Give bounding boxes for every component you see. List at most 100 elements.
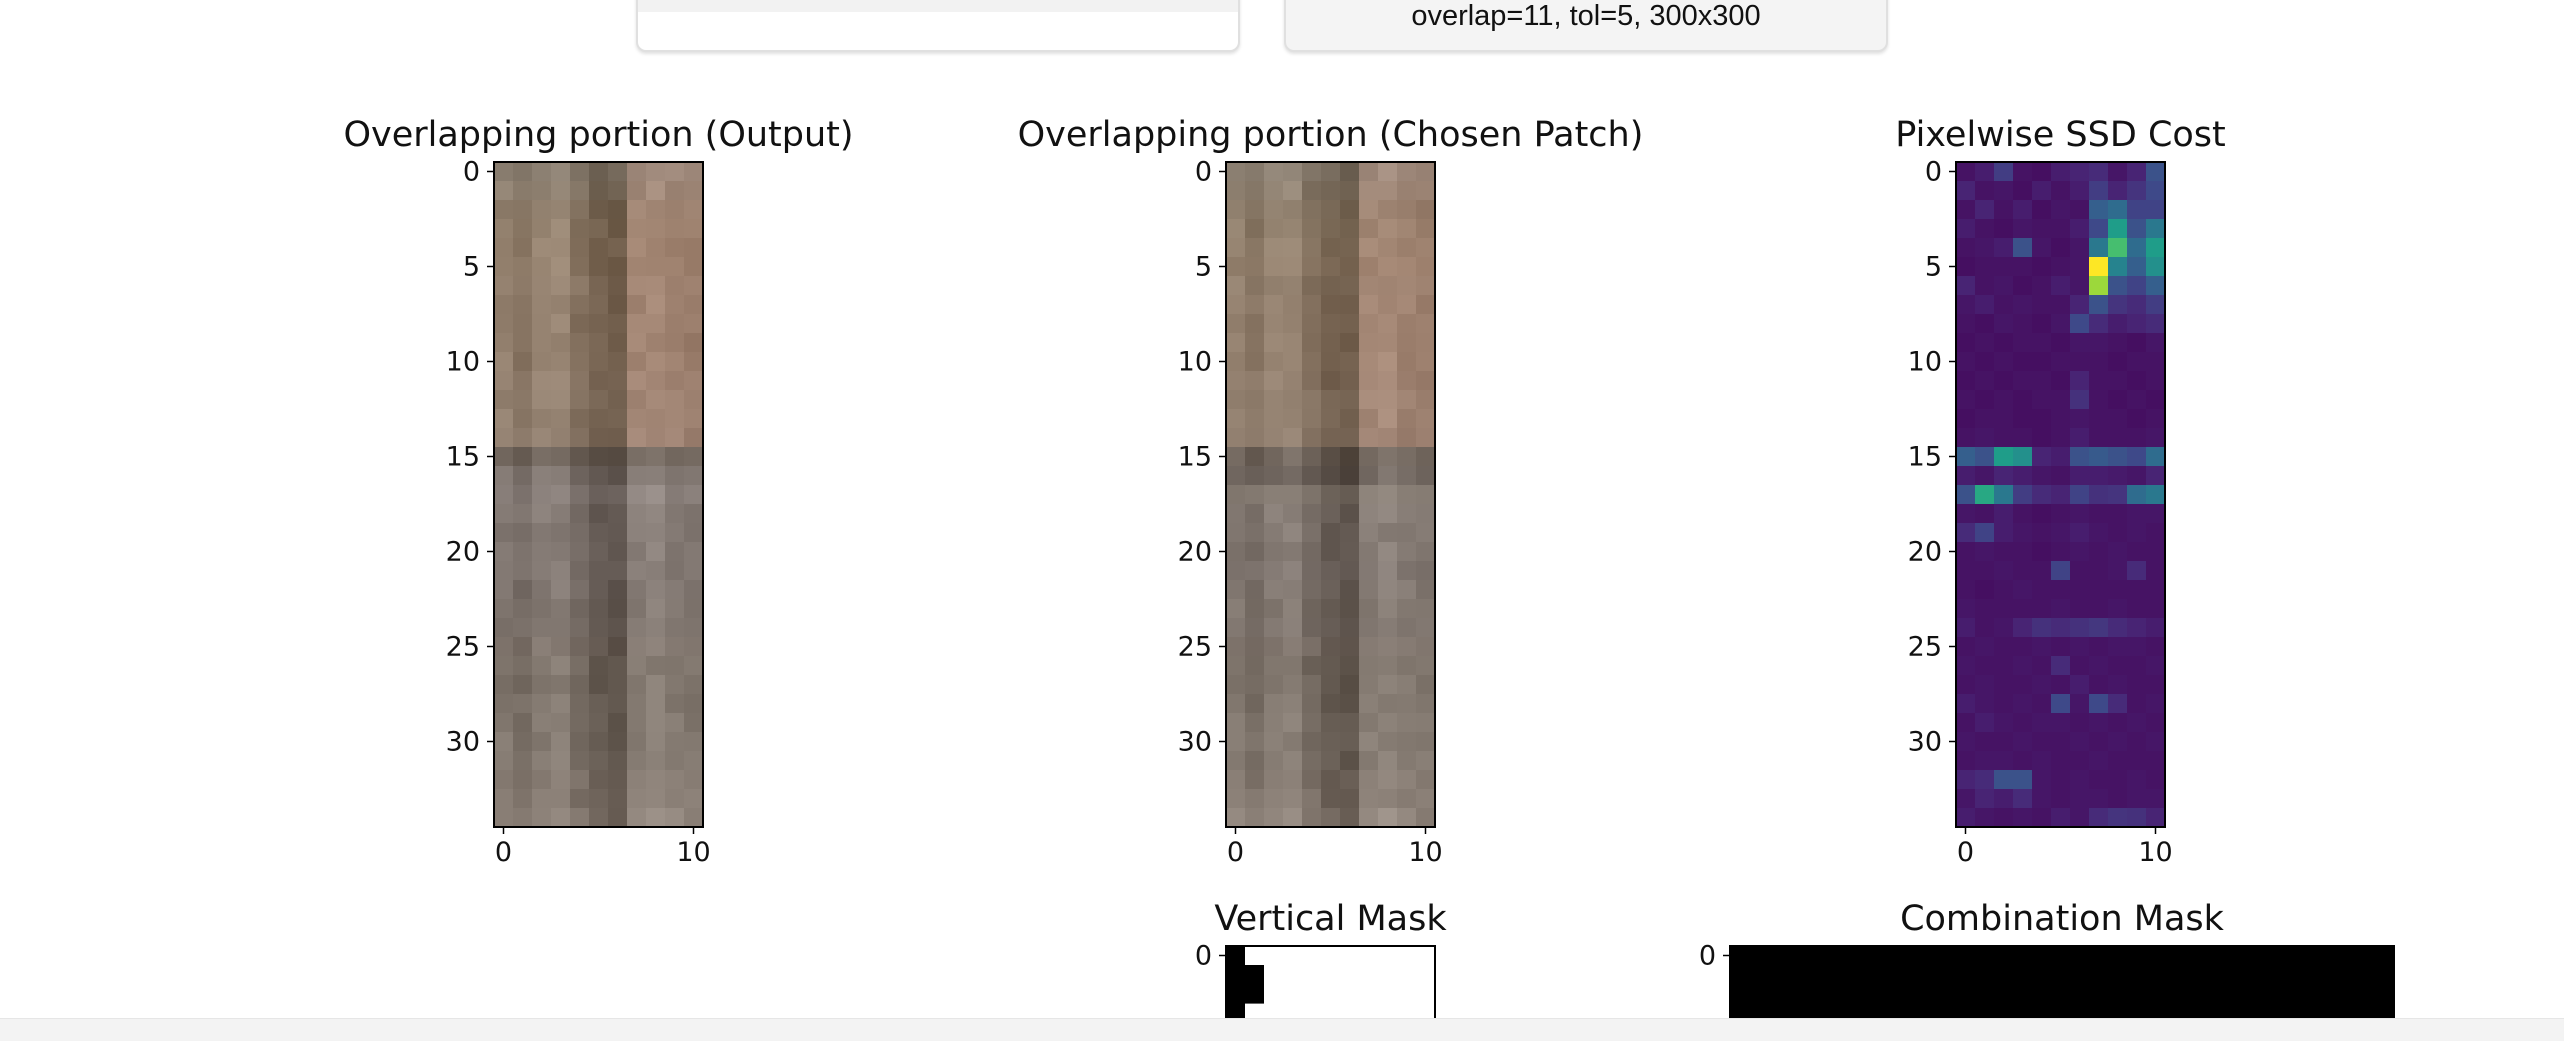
heatmap-cell [646,352,666,372]
heatmap-cell [1302,770,1322,790]
heatmap-cell [1245,200,1265,220]
mask-cell [1226,1003,1245,1023]
heatmap-cell [1321,333,1341,353]
heatmap-cell [1416,675,1436,695]
heatmap-cell [646,580,666,600]
heatmap-cell [1226,599,1246,619]
heatmap-cell [2127,561,2147,581]
heatmap-cell [627,618,647,638]
heatmap-cell [2051,751,2071,771]
heatmap-cell [1245,390,1265,410]
heatmap-cell [2127,542,2147,562]
heatmap-cell [2127,808,2147,828]
heatmap-cell [1994,181,2014,201]
heatmap-cell [1302,314,1322,334]
x-tick-label: 10 [1408,837,1442,868]
heatmap-panel: Overlapping portion (Output)051015202530… [343,115,853,868]
heatmap-cell [684,333,704,353]
heatmap-cell [570,542,590,562]
heatmap-cell [2089,618,2109,638]
heatmap-cell [627,257,647,277]
heatmap-cell [1302,732,1322,752]
heatmap-cell [1975,751,1995,771]
heatmap-cell [1264,542,1284,562]
heatmap-cell [2089,808,2109,828]
heatmap-cell [2051,295,2071,315]
heatmap-cell [665,732,685,752]
heatmap-cell [494,656,514,676]
heatmap-cell [1397,732,1417,752]
heatmap-cell [494,466,514,486]
heatmap-cell [665,295,685,315]
heatmap-cell [1340,466,1360,486]
heatmap-cell [1378,257,1398,277]
heatmap-cell [2032,238,2052,258]
y-tick-label: 20 [446,537,480,568]
heatmap-cell [1283,428,1303,448]
heatmap-cell [1994,200,2014,220]
heatmap-cell [1264,333,1284,353]
heatmap-cell [1340,504,1360,524]
heatmap-cell [513,599,533,619]
heatmap-cell [551,504,571,524]
heatmap-cell [1956,694,1976,714]
heatmap-cell [1226,789,1246,809]
bottom-scroll-strip[interactable] [0,1018,2564,1041]
heatmap-cell [1245,751,1265,771]
heatmap-cell [1264,770,1284,790]
heatmap-cell [1975,257,1995,277]
heatmap-cell [1397,295,1417,315]
heatmap-cell [1956,732,1976,752]
heatmap-cell [2051,732,2071,752]
heatmap-cell [2127,789,2147,809]
heatmap-cell [1245,561,1265,581]
heatmap-cell [570,466,590,486]
heatmap-cell [665,561,685,581]
heatmap-cell [2032,390,2052,410]
heatmap-cell [2032,447,2052,467]
heatmap-cell [589,466,609,486]
mask-cell [1226,984,1264,1004]
heatmap-cell [551,219,571,239]
heatmap-cell [2108,808,2128,828]
heatmap-cell [684,618,704,638]
heatmap-cell [2127,618,2147,638]
heatmap-cell [1321,580,1341,600]
y-tick-label: 20 [1178,537,1212,568]
heatmap-cell [1975,485,1995,505]
heatmap-cell [1416,200,1436,220]
heatmap-cell [1397,314,1417,334]
heatmap-cell [551,732,571,752]
heatmap-cell [1359,580,1379,600]
heatmap-cell [1340,485,1360,505]
heatmap-cell [1245,466,1265,486]
heatmap-cell [494,409,514,429]
heatmap-cell [1340,219,1360,239]
heatmap-cell [1321,219,1341,239]
heatmap-cell [2051,428,2071,448]
heatmap-cell [551,314,571,334]
heatmap-cell [532,428,552,448]
heatmap-cell [627,599,647,619]
y-tick-label: 15 [446,442,480,473]
heatmap-cell [1302,181,1322,201]
heatmap-cell [1416,694,1436,714]
heatmap-cell [1416,314,1436,334]
heatmap-cell [513,238,533,258]
heatmap-cell [2108,276,2128,296]
heatmap-cell [627,447,647,467]
heatmap-cell [1283,523,1303,543]
heatmap-cell [1283,599,1303,619]
heatmap-cell [2013,390,2033,410]
heatmap-cell [570,561,590,581]
heatmap-cell [494,675,514,695]
heatmap-cell [513,314,533,334]
heatmap-cell [1994,162,2014,182]
heatmap-cell [2127,732,2147,752]
heatmap-cell [2013,295,2033,315]
heatmap-cell [1994,523,2014,543]
heatmap-cell [1321,371,1341,391]
heatmap-cell [1416,656,1436,676]
heatmap-cell [1283,485,1303,505]
heatmap-cell [494,694,514,714]
